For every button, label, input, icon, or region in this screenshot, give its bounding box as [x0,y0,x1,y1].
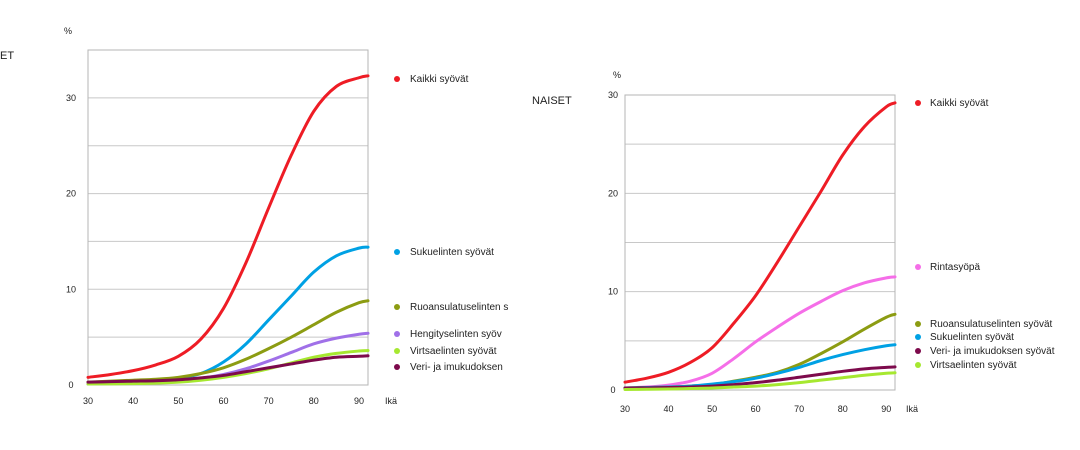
women-y-tick-label: 10 [608,287,618,297]
men-legend-label-6: Veri- ja imukudoksen [410,362,503,373]
women-y-axis-label: % [613,70,621,80]
women-x-tick-label: 50 [707,404,717,414]
women-y-tick-label: 30 [608,90,618,100]
women-series-line-2 [623,275,897,390]
men-legend-marker-2 [394,249,400,255]
women-x-tick-label: 70 [794,404,804,414]
women-x-tick-label: 30 [620,404,630,414]
women-legend-label-1: Kaikki syövät [930,98,989,109]
women-legend-marker-5 [915,348,921,354]
men-legend-label-3: Ruoansulatuselinten s [410,302,508,313]
men-y-axis-label: % [64,26,72,36]
men-series-line-2 [86,245,370,385]
men-x-tick-label: 70 [264,396,274,406]
men-x-tick-label: 50 [173,396,183,406]
men-y-tick-label: 10 [66,284,76,294]
men-y-tick-label: 30 [66,93,76,103]
men-x-tick-label: 90 [354,396,364,406]
men-legend-label-1: Kaikki syövät [410,74,469,85]
women-legend-label-3: Ruoansulatuselinten syövät [930,319,1053,330]
women-y-tick-label: 0 [610,385,615,395]
men-legend-label-5: Virtsaelinten syövät [410,346,497,357]
men-x-tick-label: 30 [83,396,93,406]
men-series-line-5 [86,349,370,386]
women-x-tick-label: 90 [881,404,891,414]
men-x-axis-label: Ikä [385,396,397,406]
women-legend-marker-3 [915,321,921,327]
women-legend-label-2: Rintasyöpä [930,262,980,273]
men-legend-marker-4 [394,331,400,337]
men-y-tick-label: 0 [68,380,73,390]
women-y-tick-label: 20 [608,188,618,198]
men-series-line-6 [86,354,370,384]
women-legend-label-4: Sukuelinten syövät [930,332,1014,343]
women-legend-marker-1 [915,100,921,106]
women-x-tick-label: 80 [838,404,848,414]
men-legend-label-2: Sukuelinten syövät [410,247,494,258]
women-legend-marker-4 [915,334,921,340]
women-legend-marker-6 [915,362,921,368]
left-chart-title: ET [0,50,15,62]
men-legend-label-4: Hengityselinten syöv [410,329,502,340]
men-legend-marker-6 [394,364,400,370]
women-x-tick-label: 60 [751,404,761,414]
women-plot-frame [624,94,896,391]
right-chart-title: NAISET [532,95,572,107]
women-legend-label-5: Veri- ja imukudoksen syövät [930,346,1055,357]
women-legend-marker-2 [915,264,921,270]
men-x-tick-label: 80 [309,396,319,406]
men-x-tick-label: 40 [128,396,138,406]
women-legend-label-6: Virtsaelinten syövät [930,360,1017,371]
women-x-tick-label: 40 [664,404,674,414]
women-series-line-6 [623,371,897,392]
men-series-line-1 [86,74,370,379]
men-x-tick-label: 60 [218,396,228,406]
women-series-line-1 [623,101,897,384]
women-x-axis-label: Ikä [906,404,918,414]
men-y-tick-label: 20 [66,189,76,199]
men-legend-marker-3 [394,304,400,310]
men-plot-frame [87,49,369,386]
men-legend-marker-1 [394,76,400,82]
men-legend-marker-5 [394,348,400,354]
